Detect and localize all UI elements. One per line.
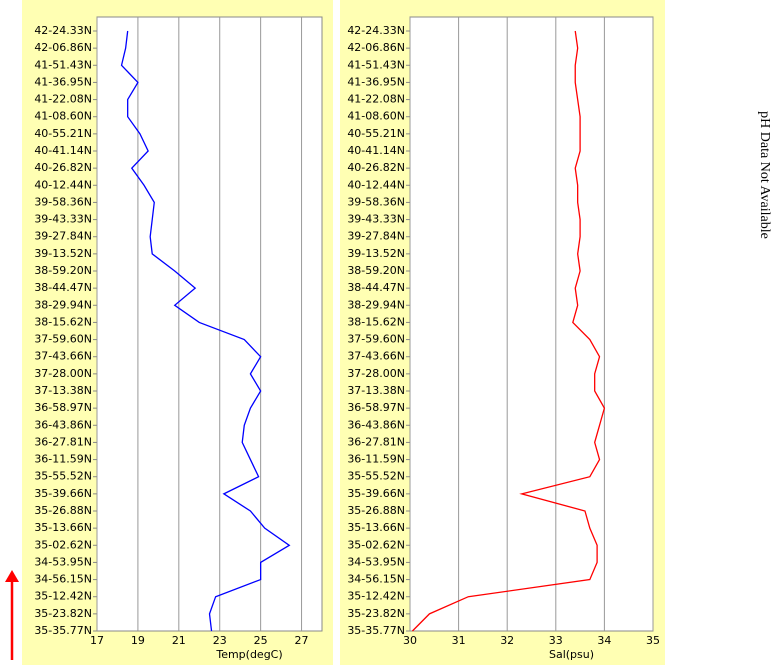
y-tick-label: 39-43.33N [347, 213, 405, 226]
y-tick-label: 34-53.95N [347, 555, 405, 568]
y-tick-label: 36-58.97N [347, 401, 405, 414]
x-tick-label: 31 [452, 634, 466, 647]
y-tick-label: 38-59.20N [34, 264, 92, 277]
y-tick-label: 36-27.81N [347, 435, 405, 448]
y-tick-label: 35-02.62N [347, 538, 405, 551]
y-tick-label: 38-44.47N [347, 281, 405, 294]
y-tick-label: 37-28.00N [347, 367, 405, 380]
y-tick-label: 34-56.15N [34, 573, 92, 586]
x-axis-label: Sal(psu) [549, 648, 594, 661]
data-line [411, 30, 606, 632]
y-tick-label: 35-13.66N [347, 521, 405, 534]
x-tick-label: 25 [254, 634, 268, 647]
x-tick-label: 33 [549, 634, 563, 647]
y-tick-label: 40-12.44N [34, 178, 92, 191]
y-tick-label: 35-26.88N [347, 504, 405, 517]
y-tick-label: 41-22.08N [347, 93, 405, 106]
data-line [120, 30, 291, 632]
y-tick-label: 41-22.08N [34, 93, 92, 106]
y-tick-label: 37-13.38N [34, 384, 92, 397]
y-tick-label: 41-36.95N [347, 75, 405, 88]
y-tick-label: 42-24.33N [34, 24, 92, 37]
y-tick-label: 39-13.52N [34, 247, 92, 260]
y-tick-label: 42-24.33N [347, 24, 405, 37]
x-tick-label: 17 [90, 634, 104, 647]
y-tick-label: 37-43.66N [347, 350, 405, 363]
y-tick-label: 39-58.36N [34, 195, 92, 208]
x-tick-label: 19 [131, 634, 145, 647]
x-tick-label: 35 [646, 634, 660, 647]
y-tick-label: 39-27.84N [347, 230, 405, 243]
y-tick-label: 37-13.38N [347, 384, 405, 397]
y-tick-label: 41-51.43N [347, 58, 405, 71]
y-tick-label: 41-08.60N [34, 110, 92, 123]
y-tick-label: 35-39.66N [34, 487, 92, 500]
y-tick-label: 36-43.86N [34, 418, 92, 431]
y-tick-label: 37-43.66N [34, 350, 92, 363]
y-tick-label: 40-26.82N [34, 161, 92, 174]
annotation: pH Data Not Available [757, 111, 772, 239]
y-tick-label: 38-15.62N [34, 315, 92, 328]
y-tick-label: 35-26.88N [34, 504, 92, 517]
y-tick-label: 39-43.33N [34, 213, 92, 226]
y-tick-label: 42-06.86N [347, 41, 405, 54]
y-tick-label: 35-23.82N [34, 607, 92, 620]
y-tick-label: 41-36.95N [34, 75, 92, 88]
x-tick-label: 23 [213, 634, 227, 647]
y-tick-label: 38-29.94N [347, 298, 405, 311]
y-tick-label: 40-26.82N [347, 161, 405, 174]
y-tick-label: 35-12.42N [347, 590, 405, 603]
y-tick-label: 36-58.97N [34, 401, 92, 414]
y-tick-label: 37-59.60N [347, 333, 405, 346]
y-tick-label: 39-27.84N [34, 230, 92, 243]
y-tick-label: 35-55.52N [347, 470, 405, 483]
y-tick-label: 35-13.66N [34, 521, 92, 534]
y-tick-label: 38-15.62N [347, 315, 405, 328]
y-tick-label: 39-13.52N [347, 247, 405, 260]
y-tick-label: 36-11.59N [347, 453, 405, 466]
y-tick-label: 35-39.66N [347, 487, 405, 500]
y-tick-label: 37-59.60N [34, 333, 92, 346]
y-tick-label: 40-41.14N [34, 144, 92, 157]
y-tick-label: 38-59.20N [347, 264, 405, 277]
y-tick-label: 40-55.21N [34, 127, 92, 140]
y-tick-label: 35-02.62N [34, 538, 92, 551]
x-tick-label: 32 [500, 634, 514, 647]
x-tick-label: 30 [403, 634, 417, 647]
plot-area [96, 16, 323, 632]
y-tick-label: 40-12.44N [347, 178, 405, 191]
y-tick-label: 40-41.14N [347, 144, 405, 157]
y-tick-label: 38-44.47N [34, 281, 92, 294]
y-tick-label: 38-29.94N [34, 298, 92, 311]
y-tick-label: 42-06.86N [34, 41, 92, 54]
x-tick-label: 34 [597, 634, 611, 647]
arrow [5, 570, 19, 660]
y-tick-label: 36-43.86N [347, 418, 405, 431]
x-tick-label: 21 [172, 634, 186, 647]
y-tick-label: 34-56.15N [347, 573, 405, 586]
y-tick-label: 35-23.82N [347, 607, 405, 620]
y-tick-label: 35-12.42N [34, 590, 92, 603]
y-tick-label: 36-11.59N [34, 453, 92, 466]
y-tick-label: 34-53.95N [34, 555, 92, 568]
plot-area [409, 16, 654, 632]
y-tick-label: 36-27.81N [34, 435, 92, 448]
y-tick-label: 41-51.43N [34, 58, 92, 71]
y-tick-label: 37-28.00N [34, 367, 92, 380]
y-tick-label: 39-58.36N [347, 195, 405, 208]
y-tick-label: 35-35.77N [34, 624, 92, 637]
x-axis-label: Temp(degC) [215, 648, 282, 661]
x-tick-label: 27 [295, 634, 309, 647]
y-tick-label: 35-55.52N [34, 470, 92, 483]
y-tick-label: 40-55.21N [347, 127, 405, 140]
y-tick-label: 41-08.60N [347, 110, 405, 123]
y-tick-label: 35-35.77N [347, 624, 405, 637]
